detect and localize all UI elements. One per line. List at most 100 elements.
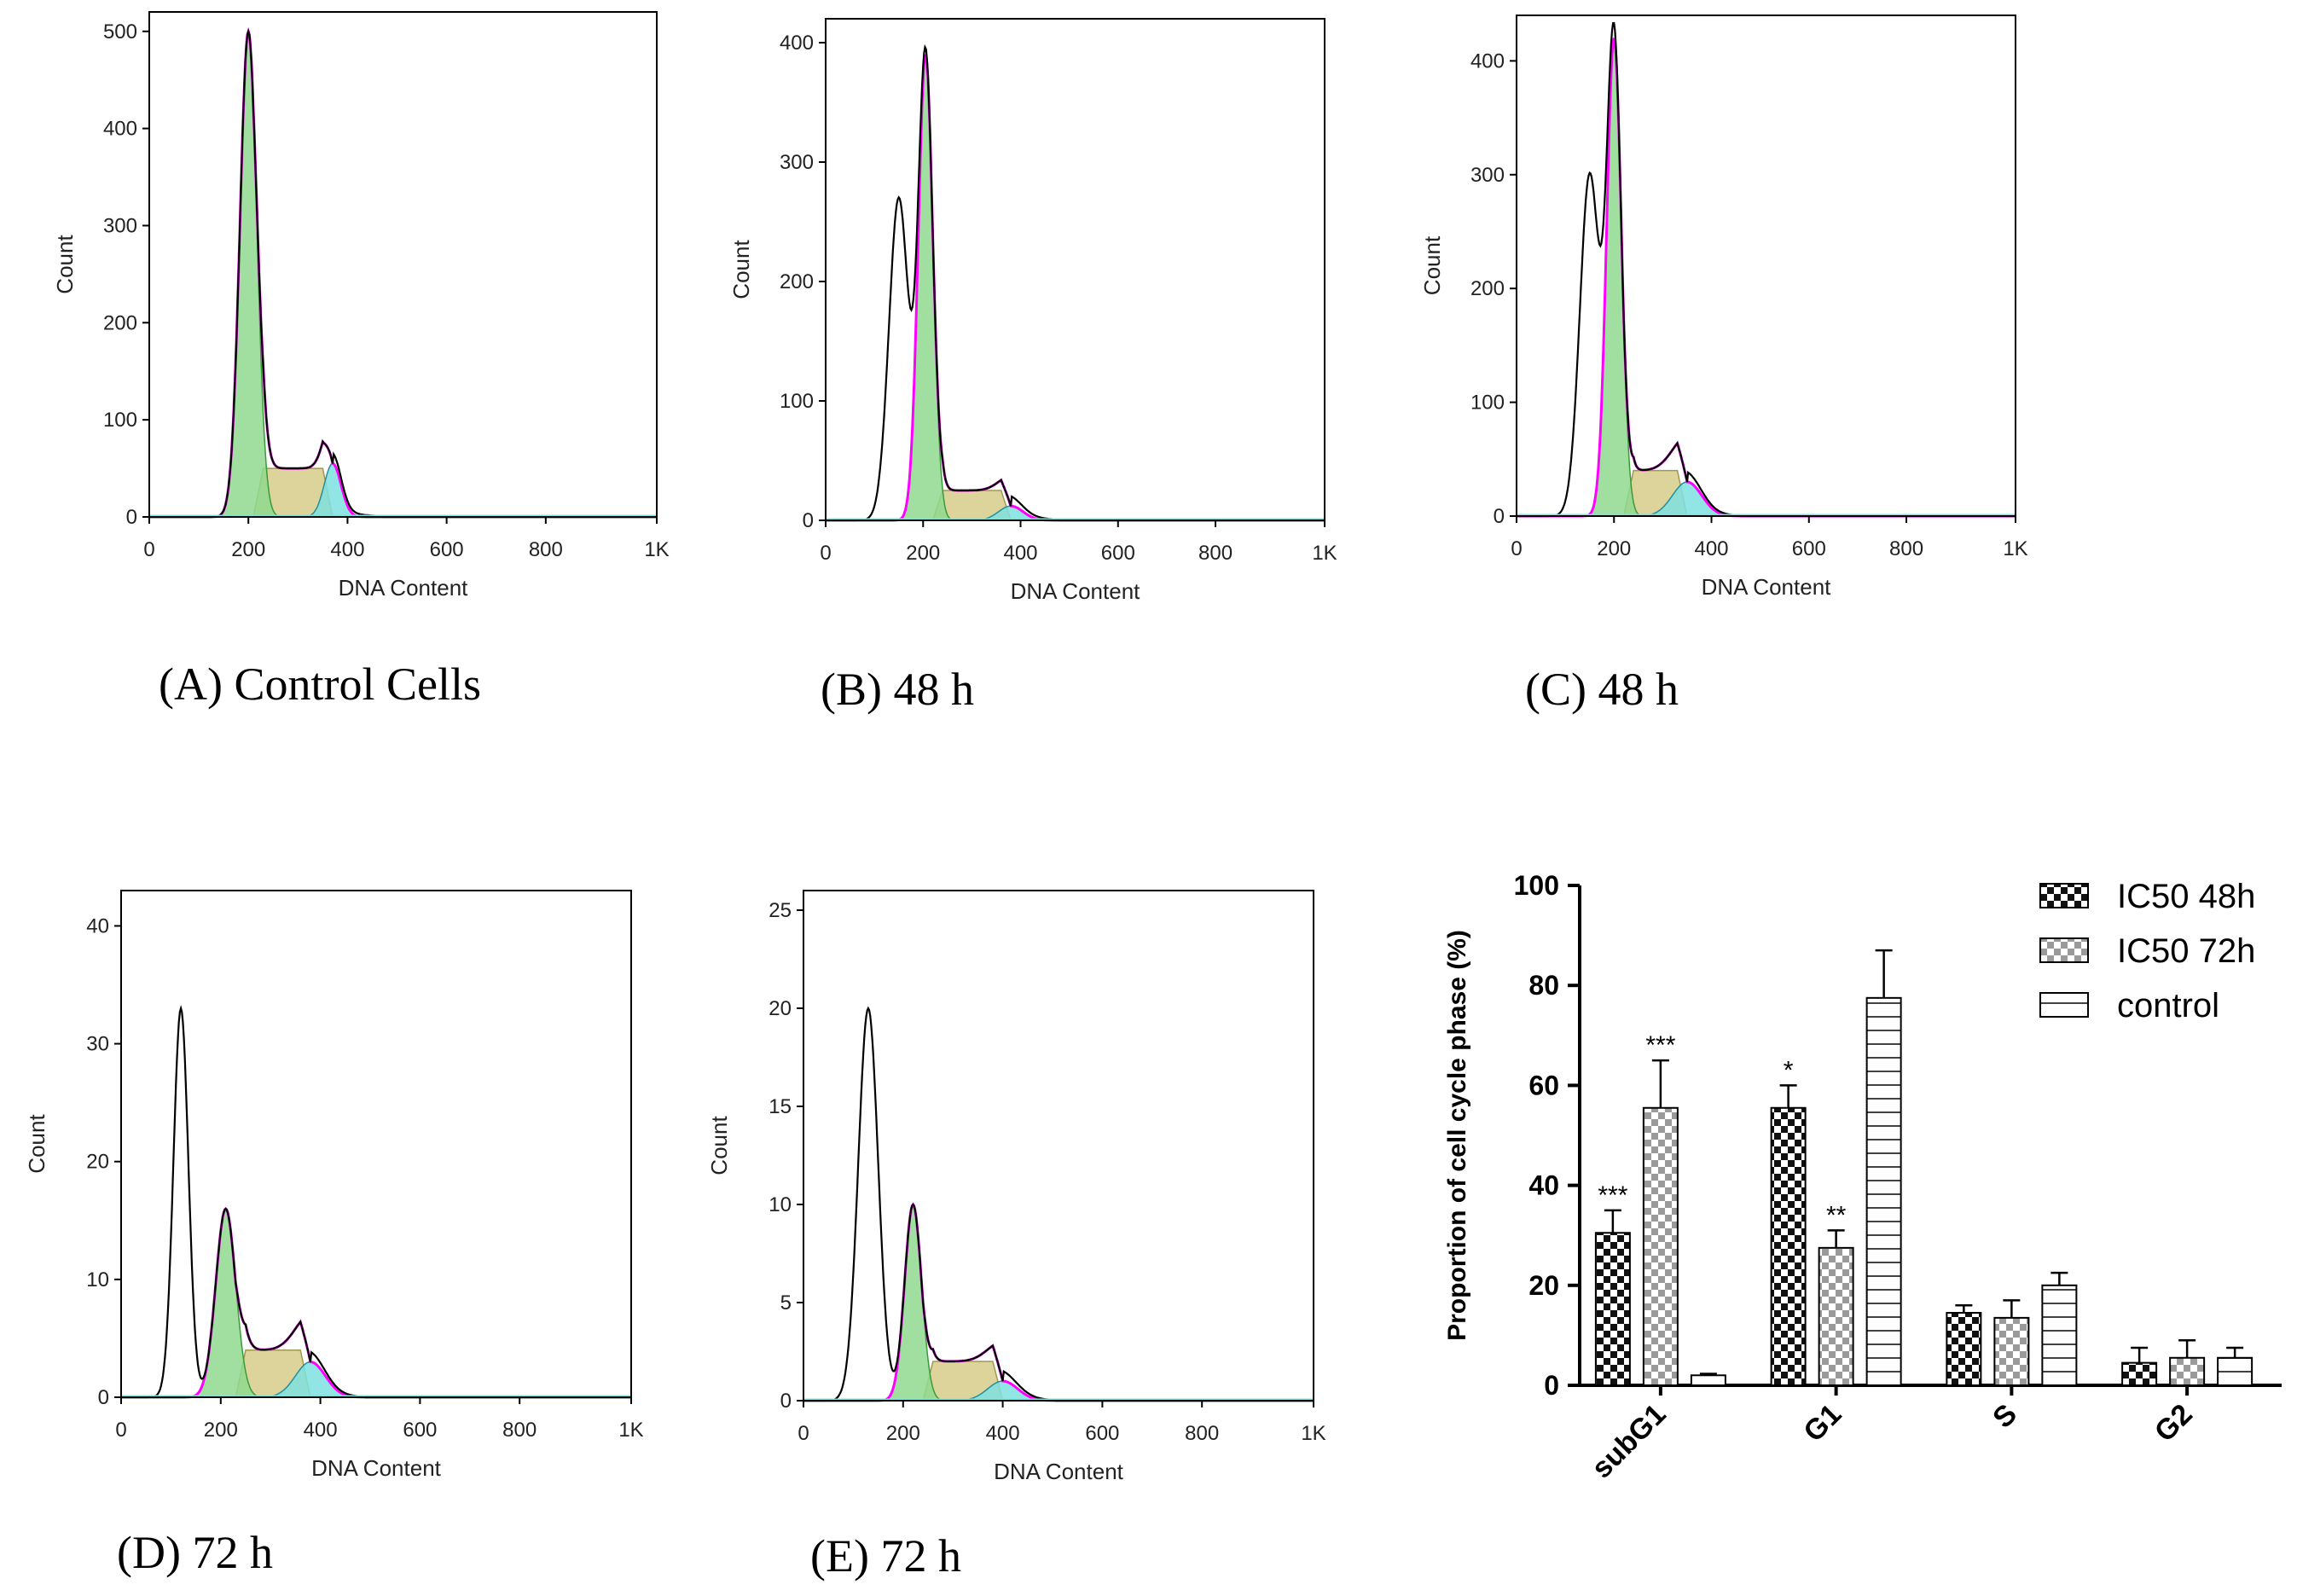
bar-dense-check (1770, 1106, 1807, 1387)
x-tick-label: 800 (502, 1419, 537, 1442)
y-axis-label: Count (706, 1116, 732, 1175)
x-tick-label: 200 (906, 542, 940, 565)
plot-frame (1516, 15, 2016, 517)
y-tick-label: 25 (769, 899, 792, 922)
x-tick-label: 400 (986, 1422, 1020, 1445)
y-tick-label: 0 (1494, 505, 1505, 528)
bar-category-label: G2 (2149, 1398, 2199, 1448)
y-tick-label: 20 (86, 1151, 109, 1174)
y-tick-label: 40 (86, 914, 109, 937)
x-tick-label: 600 (430, 538, 464, 561)
x-tick-label: 800 (1889, 537, 1923, 560)
g1-peak-area (121, 1207, 631, 1398)
x-tick-label: 200 (1597, 537, 1631, 560)
x-axis-label: DNA Content (339, 575, 469, 601)
significance-stars: * (1784, 1056, 1794, 1084)
y-tick-label: 300 (103, 214, 137, 237)
y-tick-label: 20 (769, 997, 792, 1020)
bar-light-check (1642, 1106, 1679, 1387)
x-tick-label: 1K (644, 538, 669, 561)
x-tick-label: 0 (115, 1419, 126, 1442)
x-tick-label: 800 (529, 538, 563, 561)
x-tick-label: 200 (886, 1422, 920, 1445)
y-tick-label: 100 (103, 409, 137, 432)
x-tick-label: 400 (330, 538, 364, 561)
bar-dense-check (1594, 1232, 1631, 1387)
y-tick-label: 200 (780, 270, 814, 293)
dna-histogram-line (149, 28, 657, 519)
x-axis-label: DNA Content (1702, 574, 1832, 600)
y-tick-label: 100 (1470, 392, 1505, 415)
x-tick-label: 200 (204, 1419, 238, 1442)
x-tick-label: 800 (1198, 542, 1233, 565)
bar-light-check (2169, 1356, 2206, 1387)
legend-swatch (2039, 937, 2089, 963)
y-tick-label: 200 (103, 311, 137, 334)
legend-label: IC50 72h (2117, 932, 2255, 970)
panel-caption: (E) 72 h (810, 1530, 961, 1581)
panel-caption: (D) 72 h (117, 1527, 273, 1578)
dna-histogram-line (121, 1005, 631, 1399)
significance-stars: *** (1598, 1181, 1627, 1210)
x-tick-label: 0 (798, 1422, 809, 1445)
legend-label: IC50 48h (2117, 878, 2255, 915)
g1-peak-area (149, 29, 657, 518)
legend-swatch (2039, 883, 2089, 908)
x-tick-label: 600 (1085, 1422, 1119, 1445)
x-tick-label: 600 (1101, 542, 1135, 565)
legend-label: control (2117, 987, 2219, 1024)
y-axis-label: Count (24, 1114, 49, 1174)
significance-stars: *** (1645, 1031, 1675, 1059)
y-axis-label: Count (52, 235, 78, 294)
g1-peak-area (1517, 38, 2016, 517)
bar-legend: IC50 48h IC50 72h control (2039, 878, 2255, 1024)
histogram-panel-c: 0 100 200 300 400 0 200 400 600 800 1K DNA Content C… (1419, 15, 2028, 715)
bar-y-tick-label: 0 (1544, 1370, 1559, 1401)
bar-y-tick-label: 40 (1528, 1170, 1559, 1201)
model-fit-line (121, 1206, 631, 1399)
x-tick-label: 400 (1694, 537, 1728, 560)
panel-caption: (A) Control Cells (159, 659, 481, 710)
plot-frame (803, 890, 1314, 1402)
model-fit-line (149, 26, 657, 519)
y-tick-label: 0 (126, 506, 137, 529)
bar-y-axis-label: Proportion of cell cycle phase (%) (1443, 930, 1471, 1341)
legend-swatch (2039, 992, 2089, 1018)
y-axis-label: Count (1419, 235, 1445, 295)
plot-frame (148, 11, 658, 518)
histogram-panel-b: 0 100 200 300 400 0 200 400 600 800 1K DNA Content C… (728, 18, 1337, 715)
bar-category-label: S (1987, 1398, 2023, 1435)
bar-category-label: G1 (1797, 1398, 1847, 1448)
y-tick-label: 5 (780, 1291, 792, 1315)
x-tick-label: 600 (403, 1419, 437, 1442)
bar-category-label: subG1 (1586, 1398, 1673, 1485)
y-tick-label: 0 (780, 1390, 792, 1413)
panel-caption: (B) 48 h (821, 664, 974, 715)
x-tick-label: 400 (1003, 542, 1037, 565)
bar-y-tick-label: 60 (1528, 1070, 1559, 1100)
bar-y-tick-label: 80 (1528, 970, 1559, 1001)
bar-h-lines (2041, 1284, 2078, 1387)
bar-h-lines (1865, 996, 1902, 1386)
y-tick-label: 0 (98, 1386, 109, 1409)
model-fit-line (1517, 38, 2016, 518)
y-tick-label: 200 (1470, 277, 1505, 300)
bar-light-check (1993, 1316, 2030, 1387)
model-fit-line (803, 1202, 1314, 1402)
panel-caption: (C) 48 h (1525, 664, 1679, 715)
x-axis-label: DNA Content (994, 1459, 1124, 1484)
y-tick-label: 300 (780, 151, 814, 174)
x-tick-label: 1K (2003, 537, 2027, 560)
bar-chart-panel: 0 20 40 60 80 100 Proportion of cell cycle pha… (1443, 870, 2282, 1484)
y-tick-label: 10 (769, 1193, 792, 1216)
plot-frame (825, 18, 1325, 521)
y-tick-label: 400 (103, 118, 137, 141)
x-tick-label: 0 (1511, 537, 1522, 560)
bar-h-lines (1690, 1374, 1726, 1387)
bar-dense-check (1946, 1312, 1982, 1387)
x-axis-label: DNA Content (311, 1455, 442, 1481)
x-tick-label: 0 (143, 538, 154, 561)
y-tick-label: 10 (86, 1268, 109, 1291)
